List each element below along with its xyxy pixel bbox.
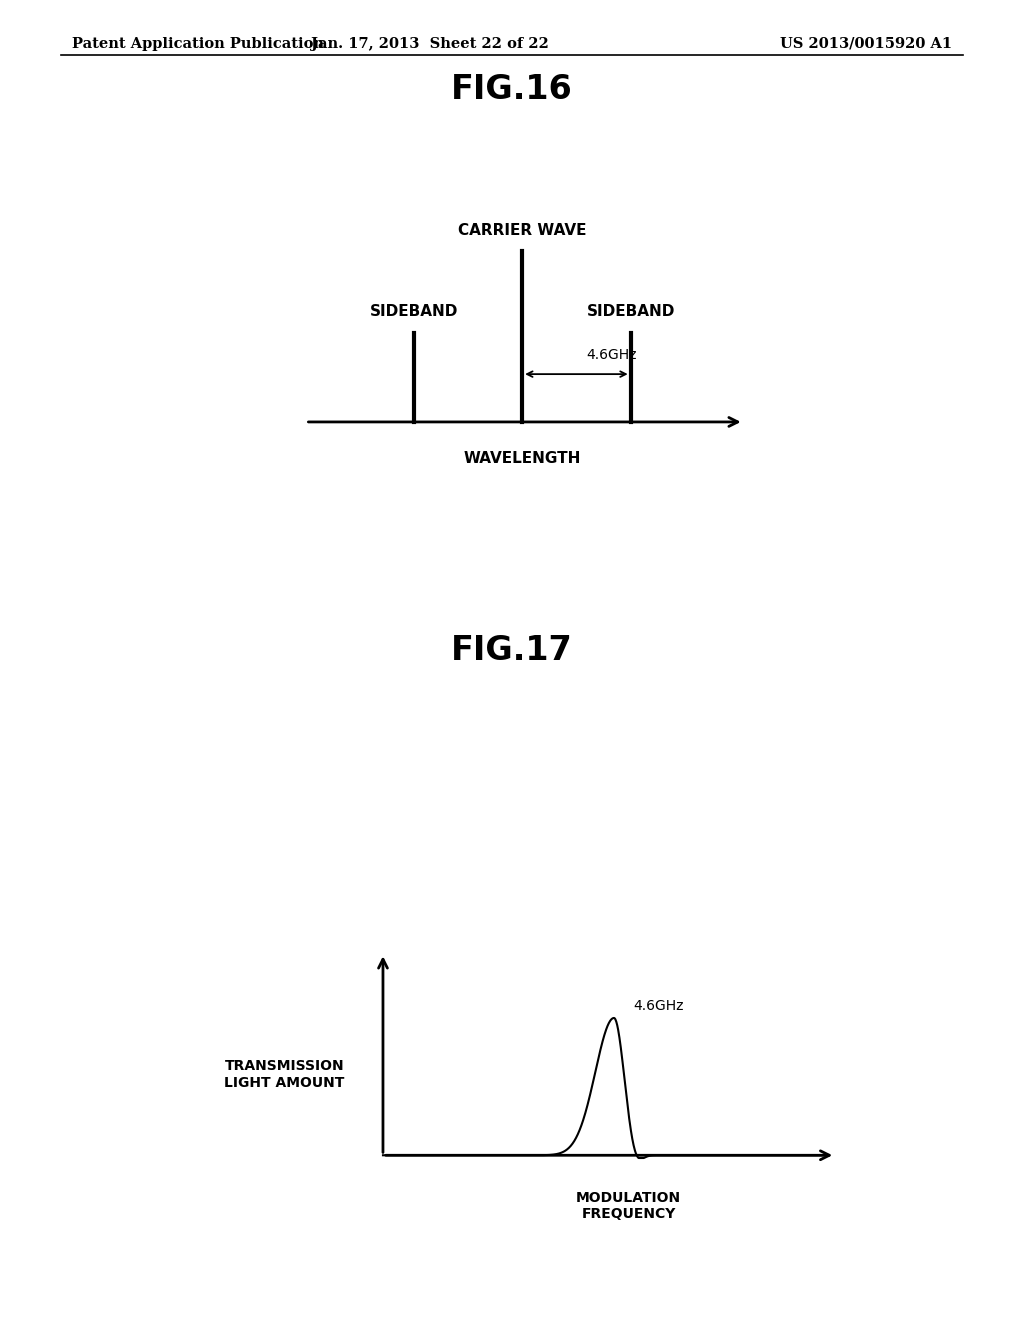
Text: FIG.17: FIG.17 [452,634,572,667]
Text: Patent Application Publication: Patent Application Publication [72,37,324,51]
Text: TRANSMISSION
LIGHT AMOUNT: TRANSMISSION LIGHT AMOUNT [224,1060,345,1089]
Text: FIG.16: FIG.16 [452,73,572,106]
Text: US 2013/0015920 A1: US 2013/0015920 A1 [780,37,952,51]
Text: Jan. 17, 2013  Sheet 22 of 22: Jan. 17, 2013 Sheet 22 of 22 [311,37,549,51]
Text: CARRIER WAVE: CARRIER WAVE [458,223,587,238]
Text: SIDEBAND: SIDEBAND [587,305,675,319]
Text: 4.6GHz: 4.6GHz [634,999,684,1014]
Text: SIDEBAND: SIDEBAND [370,305,458,319]
Text: MODULATION
FREQUENCY: MODULATION FREQUENCY [577,1191,681,1221]
Text: WAVELENGTH: WAVELENGTH [464,451,581,466]
Text: 4.6GHz: 4.6GHz [586,348,636,362]
